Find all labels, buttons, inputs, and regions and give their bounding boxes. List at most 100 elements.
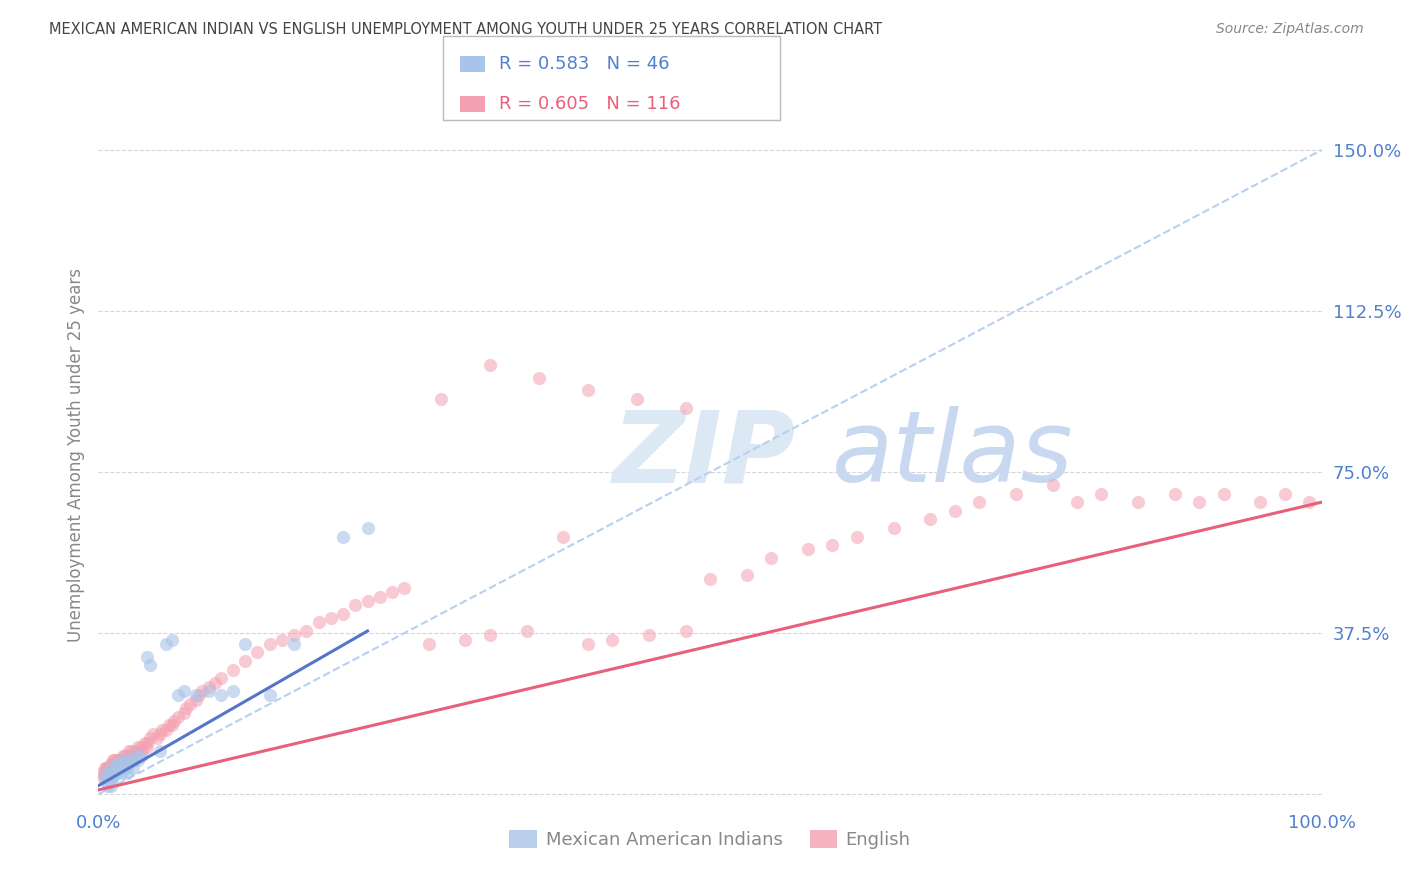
Point	[1212, 486, 1234, 500]
Point	[735, 568, 758, 582]
Point	[98, 765, 121, 780]
Point	[96, 765, 118, 780]
Point	[191, 684, 214, 698]
Point	[883, 521, 905, 535]
Point	[149, 727, 172, 741]
Point	[111, 748, 134, 763]
Point	[637, 628, 661, 642]
Point	[454, 632, 477, 647]
Point	[167, 710, 190, 724]
Point	[101, 770, 124, 784]
Point	[111, 753, 134, 767]
Point	[121, 748, 143, 763]
Point	[94, 774, 117, 789]
Point	[821, 538, 844, 552]
Point	[139, 658, 162, 673]
Point	[101, 757, 124, 772]
Y-axis label: Unemployment Among Youth under 25 years: Unemployment Among Youth under 25 years	[66, 268, 84, 642]
Point	[222, 684, 245, 698]
Point	[204, 675, 226, 690]
Point	[105, 765, 128, 780]
Legend: Mexican American Indians, English: Mexican American Indians, English	[502, 822, 918, 856]
Point	[136, 736, 159, 750]
Point	[108, 757, 131, 772]
Point	[197, 680, 219, 694]
Point	[392, 581, 416, 595]
Point	[1274, 486, 1296, 500]
Point	[259, 637, 281, 651]
Point	[98, 761, 121, 775]
Point	[515, 624, 537, 638]
Point	[107, 753, 129, 767]
Point	[121, 761, 143, 775]
Point	[101, 765, 124, 780]
Point	[761, 551, 783, 566]
Point	[93, 761, 115, 775]
Point	[100, 761, 122, 775]
Point	[1128, 495, 1150, 509]
Point	[1249, 495, 1271, 509]
Point	[93, 765, 115, 780]
Point	[209, 671, 232, 685]
Point	[120, 744, 142, 758]
Point	[600, 632, 623, 647]
Point	[96, 765, 118, 780]
Point	[1164, 486, 1187, 500]
Point	[233, 637, 256, 651]
Point	[107, 761, 129, 775]
Point	[105, 761, 128, 775]
Point	[110, 753, 132, 767]
Point	[553, 529, 575, 543]
Point	[167, 689, 190, 703]
Point	[91, 770, 114, 784]
Point	[430, 392, 453, 406]
Point	[97, 765, 120, 780]
Point	[127, 739, 149, 754]
Point	[98, 770, 121, 784]
Point	[699, 573, 721, 587]
Point	[155, 723, 177, 737]
Point	[967, 495, 990, 509]
Point	[105, 753, 128, 767]
Point	[100, 761, 122, 775]
Text: ZIP: ZIP	[612, 407, 796, 503]
Point	[163, 714, 186, 729]
Point	[103, 753, 125, 767]
Point	[101, 753, 124, 767]
Point	[1298, 495, 1320, 509]
Text: MEXICAN AMERICAN INDIAN VS ENGLISH UNEMPLOYMENT AMONG YOUTH UNDER 25 YEARS CORRE: MEXICAN AMERICAN INDIAN VS ENGLISH UNEMP…	[49, 22, 883, 37]
Point	[100, 774, 122, 789]
Point	[160, 632, 183, 647]
Point	[1004, 486, 1026, 500]
Point	[368, 590, 391, 604]
Point	[160, 718, 183, 732]
Point	[118, 753, 141, 767]
Point	[478, 628, 501, 642]
Point	[675, 401, 697, 415]
Point	[104, 757, 127, 772]
Point	[100, 770, 122, 784]
Point	[626, 392, 648, 406]
Point	[418, 637, 440, 651]
Point	[100, 765, 122, 780]
Point	[120, 748, 142, 763]
Point	[332, 607, 354, 621]
Text: atlas: atlas	[832, 407, 1074, 503]
Point	[576, 384, 599, 398]
Point	[100, 765, 122, 780]
Point	[186, 689, 208, 703]
Point	[283, 637, 305, 651]
Point	[283, 628, 305, 642]
Text: R = 0.605   N = 116: R = 0.605 N = 116	[499, 95, 681, 113]
Point	[270, 632, 294, 647]
Point	[112, 748, 135, 763]
Point	[105, 757, 128, 772]
Point	[259, 689, 281, 703]
Point	[155, 637, 177, 651]
Point	[115, 748, 138, 763]
Point	[110, 761, 132, 775]
Point	[129, 748, 152, 763]
Point	[124, 748, 146, 763]
Point	[112, 757, 135, 772]
Point	[111, 757, 134, 772]
